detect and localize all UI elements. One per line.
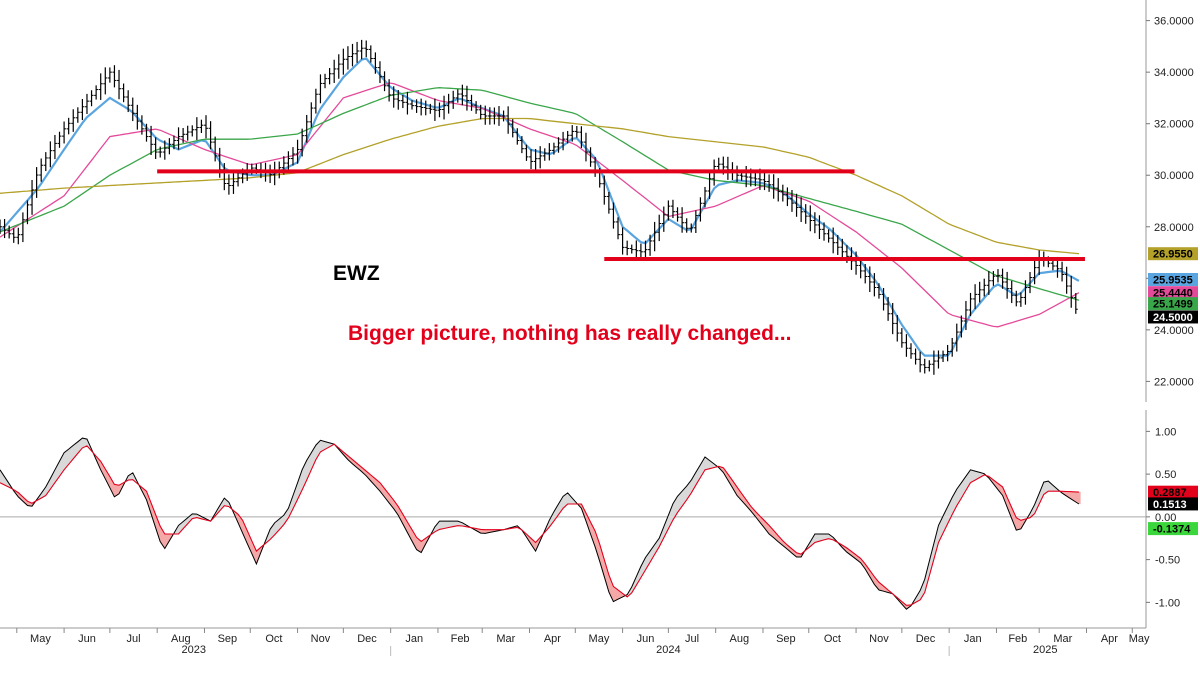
x-tick-label: Dec [916, 633, 936, 645]
x-tick-label: Aug [730, 633, 750, 645]
x-tick-label: Jan [405, 633, 423, 645]
osc-line-black [0, 437, 1080, 610]
price-y-tick-label: 22.0000 [1154, 376, 1194, 388]
osc-fill-segment [1038, 482, 1045, 505]
osc-badge [1148, 522, 1198, 536]
ticker-label: EWZ [333, 262, 380, 285]
price-badge-label: 26.9550 [1153, 249, 1193, 261]
price-badge [1148, 297, 1198, 311]
x-tick-label: Jun [637, 633, 655, 645]
osc-y-tick-label: -0.50 [1155, 555, 1180, 567]
price-y-tick-label: 34.0000 [1154, 67, 1194, 79]
x-tick-label: Sep [218, 633, 238, 645]
osc-fill-segment [1075, 491, 1081, 505]
x-tick-label: Jul [685, 633, 699, 645]
x-tick-label: Aug [171, 633, 191, 645]
price-badge-label: 25.1499 [1153, 299, 1193, 311]
x-tick-label: Nov [869, 633, 889, 645]
osc-fill-segment [1011, 507, 1017, 531]
x-tick-label: Oct [824, 633, 841, 645]
osc-y-tick-label: 0.00 [1155, 512, 1176, 524]
osc-y-tick-label: 1.00 [1155, 426, 1176, 438]
osc-badge-label: -0.1374 [1153, 524, 1191, 536]
year-label: 2023 [182, 644, 206, 656]
osc-fill-segment [594, 530, 600, 562]
osc-fill-segment [599, 544, 605, 577]
price-badge [1148, 286, 1198, 300]
price-badge-label: 24.5000 [1153, 312, 1193, 324]
osc-fill-segment [100, 460, 106, 479]
osc-fill-segment [242, 520, 248, 544]
price-y-tick-label: 24.0000 [1154, 325, 1194, 337]
osc-badge [1148, 485, 1198, 499]
x-tick-label: Jul [126, 633, 140, 645]
x-tick-label: Mar [496, 633, 515, 645]
osc-y-tick-label: 0.50 [1155, 469, 1176, 481]
x-tick-label: Jan [964, 633, 982, 645]
osc-fill-segment [155, 514, 161, 542]
price-badge [1148, 310, 1198, 324]
x-tick-label: Nov [311, 633, 331, 645]
osc-y-tick-label: -1.00 [1155, 597, 1180, 609]
price-y-tick-label: 30.0000 [1154, 170, 1194, 182]
x-tick-label: Feb [451, 633, 470, 645]
osc-badge [1148, 497, 1198, 511]
moving-average-line [0, 117, 1079, 255]
price-badge-label: 25.9535 [1153, 275, 1193, 287]
price-badge-label: 25.4440 [1153, 288, 1193, 300]
x-tick-label: Apr [1101, 633, 1118, 645]
x-tick-label: Mar [1053, 633, 1072, 645]
x-tick-label: Dec [357, 633, 377, 645]
osc-fill-segment [398, 505, 404, 525]
osc-badge-label: 0.1513 [1153, 499, 1187, 511]
year-label: 2024 [656, 644, 680, 656]
price-badge [1148, 273, 1198, 287]
x-tick-label: Sep [776, 633, 796, 645]
moving-average-line [0, 87, 1080, 301]
x-tick-label: Oct [265, 633, 282, 645]
x-tick-label: Feb [1008, 633, 1027, 645]
moving-average-line [0, 57, 1080, 357]
x-tick-label: May [30, 633, 51, 645]
osc-fill-segment [246, 530, 253, 554]
x-tick-label: Jun [78, 633, 96, 645]
moving-average-line [0, 82, 1080, 328]
x-tick-label: May [1129, 633, 1150, 645]
osc-badge-label: 0.2887 [1153, 487, 1187, 499]
price-badge [1148, 247, 1198, 261]
osc-fill-segment [567, 492, 573, 505]
price-panel: 36.000034.000032.000030.000028.000026.00… [0, 0, 1198, 402]
price-y-tick-label: 36.0000 [1154, 16, 1194, 28]
price-y-tick-label: 28.0000 [1154, 222, 1194, 234]
osc-fill-segment [251, 540, 257, 564]
price-y-tick-label: 32.0000 [1154, 119, 1194, 131]
x-tick-label: Apr [544, 633, 561, 645]
osc-line-red [0, 443, 1079, 606]
osc-fill-segment [604, 559, 610, 593]
x-tick-label: May [589, 633, 610, 645]
x-axis: May Jun Jul Aug Sep Oct Nov Dec Jan Feb Mar Apr May J… [0, 627, 1150, 656]
annotation-text: Bigger picture, nothing has really chang… [348, 322, 792, 345]
year-label: 2025 [1033, 644, 1057, 656]
